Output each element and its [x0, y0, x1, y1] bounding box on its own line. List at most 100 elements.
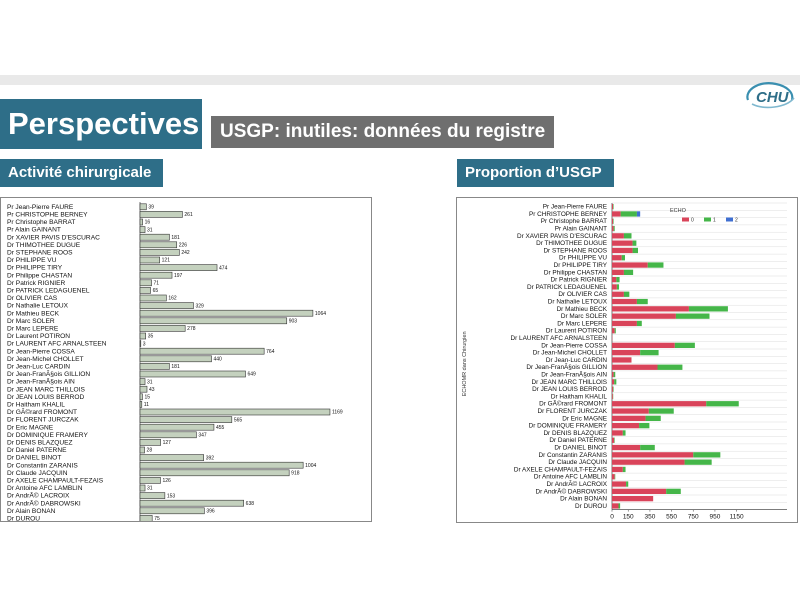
activity-chart: Pr Jean-Pierre FAURE 39 Pr CHRISTOPHE BERN… [7, 202, 343, 523]
proportion-category-label: Dr GÃ©rard FROMONT [539, 399, 607, 408]
proportion-bar-segment [612, 277, 617, 283]
activity-category-label: Dr THIMOTHEE DUGUE [7, 242, 81, 249]
proportion-bar-segment [616, 277, 620, 283]
proportion-bar-segment [612, 364, 658, 370]
activity-value-label: 649 [247, 372, 256, 378]
activity-value-label: 16 [145, 220, 151, 226]
activity-value-label: 126 [162, 478, 171, 484]
proportion-category-label: Dr DANIEL BINOT [554, 445, 607, 452]
activity-category-label: Dr JEAN MARC THILLOIS [7, 386, 86, 393]
proportion-bar-segment [612, 225, 614, 232]
activity-category-label: Dr Laurent POTIRON [7, 333, 70, 340]
activity-category-label: Pr Alain GAINANT [7, 227, 61, 234]
proportion-category-label: Dr Laurent POTIRON [546, 328, 607, 335]
proportion-bar-segment [612, 496, 654, 502]
proportion-bar-segment [632, 240, 637, 246]
activity-bar [139, 340, 142, 347]
proportion-category-label: Dr AXELE CHAMPAULT-FEZAIS [514, 466, 607, 473]
activity-category-label: Dr PHILIPPE VU [7, 257, 57, 264]
activity-bar [139, 309, 314, 317]
activity-value-label: 347 [198, 433, 207, 439]
proportion-bar-segment [612, 444, 641, 451]
proportion-category-label: Dr PHILIPPE VU [559, 255, 607, 262]
proportion-category-label: Dr DUROU [575, 503, 607, 510]
activity-value-label: 278 [187, 326, 196, 332]
proportion-bar-segment [612, 247, 633, 254]
proportion-bar-segment [612, 262, 648, 268]
activity-category-label: Dr FLORENT JURCZAK [7, 417, 79, 424]
proportion-category-label: Dr Nathalie LETOUX [548, 299, 608, 306]
activity-category-label: Dr PHILIPPE TIRY [7, 265, 63, 272]
proportion-bar-segment [614, 328, 616, 334]
proportion-bar-segment [620, 211, 637, 217]
proportion-legend-swatch [682, 217, 689, 222]
activity-bar [139, 370, 246, 378]
activity-category-label: Dr Jean-FranÃ§ois AIN [7, 377, 75, 386]
activity-value-label: 565 [234, 417, 243, 423]
activity-bar [139, 431, 197, 439]
activity-category-label: Dr Daniel PATERNE [7, 447, 67, 454]
activity-category-label: Dr AndrÃ© LACROIX [7, 491, 70, 500]
proportion-bar-segment [636, 320, 642, 327]
proportion-legend-label: 0 [691, 218, 694, 224]
activity-value-label: 35 [148, 334, 154, 340]
proportion-category-label: Dr LAURENT AFC ARNALSTEEN [511, 335, 608, 342]
activity-bar [139, 454, 205, 461]
activity-category-label: Pr CHRISTOPHE BERNEY [7, 212, 88, 219]
activity-category-label: Dr Eric MAGNE [7, 424, 54, 431]
activity-value-label: 1169 [332, 410, 343, 416]
proportion-category-label: Dr DOMINIQUE FRAMERY [529, 423, 608, 430]
proportion-bar-segment [612, 298, 637, 305]
activity-category-label: Dr Marc LEPERE [7, 326, 59, 333]
proportion-category-label: Dr THIMOTHEE DUGUE [536, 240, 607, 247]
proportion-category-label: Dr Claude JACQUIN [548, 459, 607, 466]
activity-bar [139, 233, 170, 241]
proportion-bar-segment [675, 313, 710, 319]
proportion-bar-segment [612, 306, 689, 312]
proportion-bar-segment [612, 204, 614, 210]
activity-value-label: 71 [154, 281, 160, 287]
activity-category-label: Pr Christophe BARRAT [7, 219, 75, 226]
activity-category-label: Dr Mathieu BECK [7, 310, 60, 317]
proportion-category-label: Dr Eric MAGNE [562, 415, 607, 422]
proportion-legend-swatch [726, 217, 733, 222]
activity-bar [139, 355, 212, 363]
activity-bar [139, 332, 146, 340]
proportion-category-label: Dr Philippe CHASTAN [544, 269, 607, 276]
activity-bar [139, 363, 170, 370]
proportion-x-tick-label: 750 [688, 514, 699, 521]
proportion-bar-segment [623, 233, 632, 239]
proportion-category-label: Dr Marc SOLER [561, 313, 608, 320]
proportion-bar-segment [612, 218, 614, 224]
activity-category-label: Dr DOMINIQUE FRAMERY [7, 432, 88, 439]
proportion-category-label: Dr Daniel PATERNE [549, 437, 607, 444]
proportion-category-label: Dr Jean-FranÃ§ois GILLION [526, 362, 607, 371]
proportion-bar-segment [688, 306, 728, 312]
proportion-bar-segment [616, 284, 620, 290]
proportion-bar-segment [706, 401, 739, 407]
activity-value-label: 764 [266, 349, 275, 355]
proportion-category-label: Pr Jean-Pierre FAURE [543, 204, 607, 211]
activity-category-label: Dr AndrÃ© DABROWSKI [7, 498, 81, 507]
activity-bar [139, 302, 194, 309]
proportion-bar-segment [612, 313, 676, 319]
proportion-bar-segment [612, 255, 622, 261]
page-subtitle: USGP: inutiles: données du registre [211, 116, 554, 148]
activity-bar [139, 241, 178, 249]
proportion-bar-segment [645, 415, 661, 421]
activity-value-label: 39 [148, 205, 154, 211]
proportion-category-label: Dr PHILIPPE TIRY [554, 262, 608, 269]
activity-value-label: 31 [147, 486, 153, 492]
proportion-bar-segment [612, 415, 646, 421]
proportion-x-tick-label: 0 [610, 514, 614, 521]
activity-bar [139, 401, 143, 408]
proportion-bar-segment [612, 423, 640, 429]
proportion-category-label: Dr Jean-Michel CHOLLET [533, 350, 607, 357]
activity-bar [139, 499, 244, 507]
activity-value-label: 43 [149, 387, 155, 393]
activity-bar [139, 317, 288, 325]
activity-value-label: 121 [162, 258, 171, 264]
proportion-bar-segment [612, 401, 707, 407]
proportion-y-axis-title: ECHOMR dans Chirurgien [462, 331, 468, 396]
proportion-bar-segment [612, 386, 614, 392]
